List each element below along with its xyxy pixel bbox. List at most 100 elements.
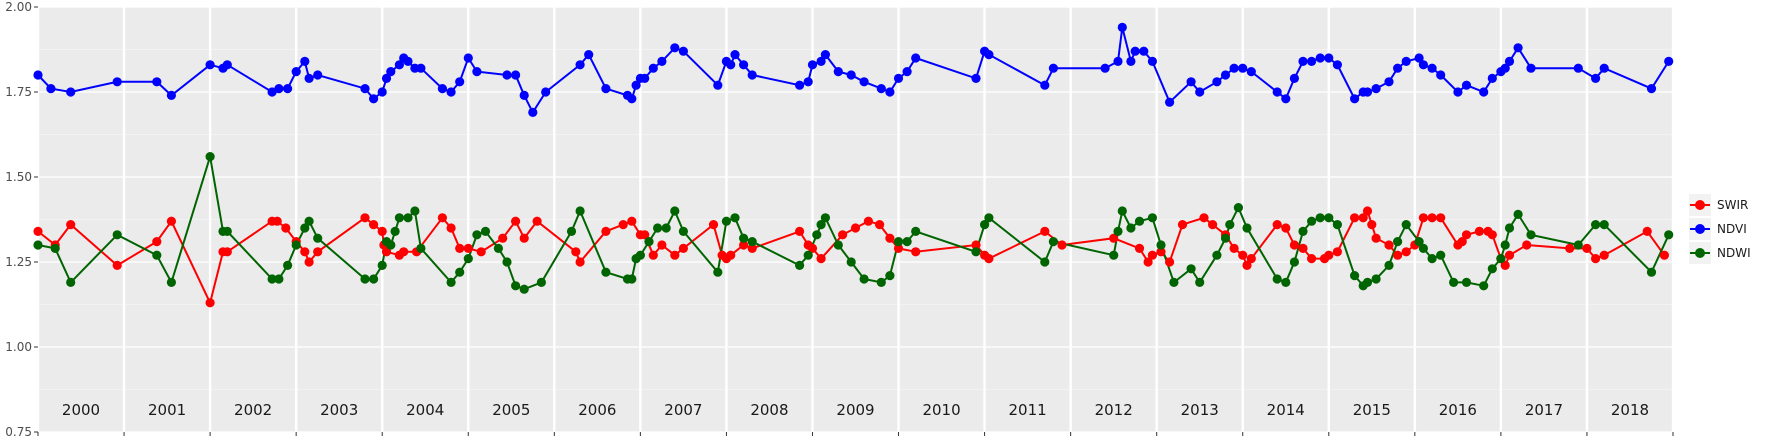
data-point-ndvi [1165,97,1175,107]
data-point-swir [66,220,76,230]
data-point-ndwi [446,277,456,287]
data-point-swir [1393,250,1403,260]
data-point-ndwi [885,271,895,281]
data-point-ndwi [1281,277,1291,287]
data-point-ndwi [730,213,740,223]
year-label: 2004 [406,401,444,419]
data-point-ndwi [1646,267,1657,277]
series-points [33,22,1674,308]
data-point-ndvi [893,73,904,83]
data-point-ndvi [1350,94,1360,104]
year-label: 2013 [1181,401,1219,419]
data-point-ndwi [635,250,646,260]
data-point-ndvi [416,63,426,73]
data-point-ndwi [1147,213,1157,223]
year-label: 2015 [1353,401,1391,419]
data-point-ndwi [1664,230,1674,240]
data-point-swir [1362,206,1373,216]
data-point-swir [1642,226,1652,236]
data-point-ndwi [267,274,277,284]
data-point-swir [313,247,323,257]
data-point-ndwi [1307,216,1317,226]
data-point-ndwi [1591,220,1601,230]
data-point-ndwi [739,233,749,243]
data-point-ndvi [902,67,912,77]
data-point-ndwi [510,281,521,291]
data-point-ndvi [670,43,680,53]
data-point-swir [1177,220,1188,230]
data-point-ndwi [1500,240,1510,250]
data-point-swir [838,230,848,240]
data-point-ndvi [1427,63,1437,73]
data-point-swir [1582,243,1592,253]
data-point-ndwi [283,260,293,270]
data-point-ndwi [472,230,482,240]
data-point-ndwi [1289,257,1299,267]
data-point-ndvi [394,60,404,70]
data-point-ndvi [885,87,895,97]
data-point-swir [575,257,585,267]
data-point-swir [1109,233,1119,243]
data-point-ndwi [1461,277,1472,287]
data-point-ndvi [1500,63,1510,73]
data-point-swir [1298,243,1308,253]
data-point-ndwi [816,220,826,230]
data-point-ndwi [721,216,732,226]
data-point-swir [1401,247,1411,257]
data-point-ndvi [437,84,447,94]
data-point-ndwi [1117,206,1127,216]
legend-label-swir: SWIR [1717,198,1748,212]
data-point-swir [1474,226,1484,236]
data-point-swir [1436,213,1446,223]
data-point-swir [657,240,667,250]
data-point-ndvi [1418,60,1428,70]
data-point-ndwi [833,240,843,250]
data-point-ndvi [1147,56,1157,66]
data-point-ndvi [1436,70,1446,80]
data-point-ndwi [1113,226,1123,236]
data-point-ndwi [876,277,886,287]
data-point-ndvi [304,73,314,83]
year-label: 2007 [664,401,702,419]
data-point-ndwi [795,260,805,270]
data-point-ndvi [1384,77,1394,87]
data-point-swir [1504,250,1515,260]
data-point-ndwi [1233,203,1243,213]
data-point-swir [112,260,122,270]
data-point-swir [885,233,895,243]
year-label: 2011 [1009,401,1047,419]
data-point-ndvi [584,50,594,60]
data-point-ndwi [1272,274,1282,284]
data-point-swir [222,247,232,257]
data-point-swir [1384,240,1394,250]
data-point-ndvi [1139,46,1149,56]
data-point-ndvi [795,80,805,90]
data-point-ndwi [536,277,547,287]
data-point-swir [1358,213,1368,223]
year-label: 2009 [836,401,874,419]
data-point-ndwi [566,226,577,236]
data-point-swir [205,298,215,308]
data-point-ndvi [1371,84,1381,94]
data-point-swir [863,216,874,226]
data-point-swir [807,243,818,253]
data-point-ndvi [463,53,473,63]
data-point-ndwi [519,284,529,294]
data-point-ndvi [1401,56,1411,66]
data-point-swir [1332,247,1342,257]
year-label: 2018 [1611,401,1649,419]
data-point-ndwi [377,260,387,270]
data-point-ndvi [631,80,641,90]
data-point-ndvi [66,87,76,97]
data-point-ndwi [166,277,176,287]
data-point-swir [1156,247,1166,257]
data-point-ndvi [1040,80,1050,90]
data-point-swir [816,254,826,264]
data-point-ndvi [1599,63,1609,73]
data-point-swir [152,237,162,247]
data-point-swir [360,213,370,223]
data-point-swir [1659,250,1669,260]
data-point-ndvi [386,67,396,77]
